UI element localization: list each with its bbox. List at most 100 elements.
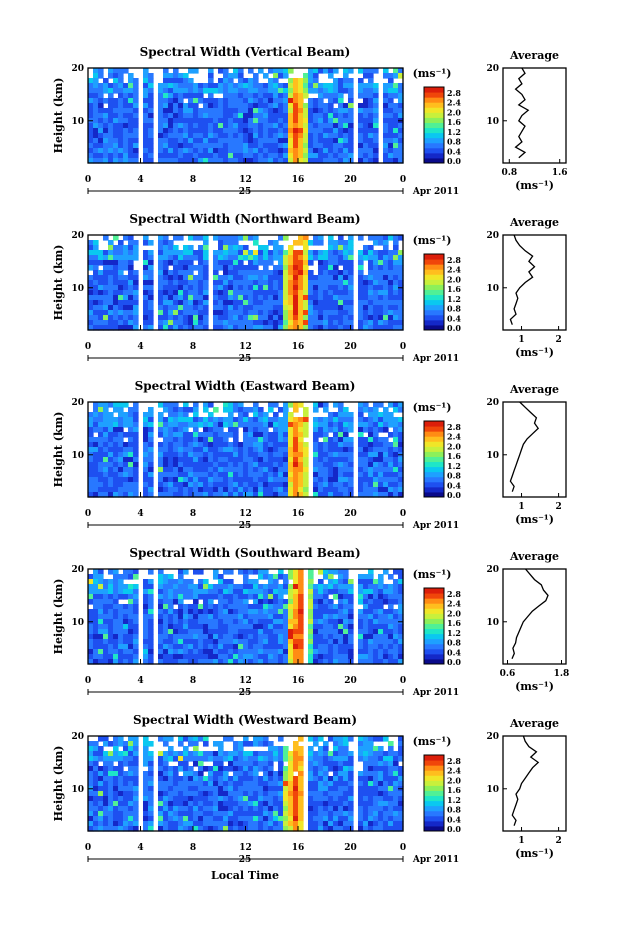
heatmap-cell — [218, 275, 224, 281]
heatmap-cell — [193, 68, 199, 74]
heatmap-cell — [253, 305, 259, 311]
colorbar: 2.82.42.01.61.20.80.40.0 — [423, 86, 461, 166]
heatmap-cell — [158, 771, 164, 777]
heatmap-cell — [133, 659, 139, 665]
heatmap-cell — [243, 736, 249, 742]
heatmap-cell — [258, 487, 264, 493]
heatmap-cell — [108, 811, 114, 817]
heatmap-cell — [98, 427, 104, 433]
heatmap-cell — [108, 766, 114, 772]
heatmap-cell — [143, 644, 149, 650]
heatmap-cell — [388, 624, 394, 630]
heatmap-cell — [393, 235, 399, 241]
heatmap-cell — [238, 569, 244, 575]
heatmap-cell — [323, 569, 329, 575]
heatmap-cell — [313, 624, 319, 630]
heatmap-cell — [98, 320, 104, 326]
heatmap-cell — [113, 128, 119, 134]
heatmap-cell — [168, 609, 174, 615]
heatmap-cell — [338, 412, 344, 418]
heatmap-cell — [248, 771, 254, 777]
heatmap-cell — [303, 245, 309, 251]
x-tick-label: 20 — [344, 342, 357, 352]
heatmap-cell — [238, 801, 244, 807]
heatmap-cell — [108, 761, 114, 767]
heatmap-cell — [148, 801, 154, 807]
heatmap-cell — [358, 422, 364, 428]
heatmap-cell — [158, 245, 164, 251]
heatmap-cell — [143, 609, 149, 615]
heatmap-cell — [163, 295, 169, 301]
heatmap-cell — [303, 432, 309, 438]
heatmap-cell — [233, 240, 239, 246]
heatmap-cell — [373, 609, 379, 615]
heatmap-cell — [388, 467, 394, 473]
heatmap-cell — [88, 599, 94, 605]
heatmap-cell — [103, 761, 109, 767]
heatmap-cell — [278, 280, 284, 286]
heatmap-cell — [393, 422, 399, 428]
heatmap-cell — [343, 639, 349, 645]
heatmap-cell — [213, 574, 219, 580]
heatmap-cell — [228, 143, 234, 149]
heatmap-cell — [248, 113, 254, 119]
heatmap-cell — [128, 452, 134, 458]
heatmap-cell — [278, 599, 284, 605]
heatmap-cell — [223, 609, 229, 615]
heatmap-cell — [268, 584, 274, 590]
heatmap-cell — [183, 73, 189, 79]
heatmap-cell — [283, 599, 289, 605]
heatmap-cell — [188, 290, 194, 296]
heatmap-cell — [383, 417, 389, 423]
heatmap-cell — [213, 265, 219, 271]
heatmap-cell — [158, 634, 164, 640]
heatmap-cell — [373, 128, 379, 134]
heatmap-cell — [148, 816, 154, 822]
heatmap-cell — [108, 609, 114, 615]
y-tick-label: 10 — [71, 117, 84, 127]
heatmap-cell — [168, 746, 174, 752]
heatmap-cell — [238, 103, 244, 109]
heatmap-cell — [208, 442, 214, 448]
heatmap-cell — [158, 153, 164, 159]
heatmap-cell — [248, 614, 254, 620]
heatmap-cell — [123, 821, 129, 827]
heatmap-cell — [223, 589, 229, 595]
heatmap-cell — [208, 462, 214, 468]
heatmap-cell — [253, 290, 259, 296]
heatmap-cell — [98, 295, 104, 301]
heatmap-cell — [208, 138, 214, 144]
heatmap-cell — [88, 649, 94, 655]
heatmap-cell — [298, 83, 304, 89]
heatmap-cell — [133, 816, 139, 822]
heatmap-cell — [298, 482, 304, 488]
heatmap-cell — [368, 457, 374, 463]
heatmap-cell — [303, 148, 309, 154]
heatmap-cell — [388, 447, 394, 453]
heatmap-cell — [233, 153, 239, 159]
heatmap-cell — [323, 158, 329, 164]
heatmap-cell — [358, 407, 364, 413]
heatmap-cell — [328, 639, 334, 645]
heatmap-cell — [233, 756, 239, 762]
heatmap-cell — [263, 265, 269, 271]
heatmap-cell — [213, 452, 219, 458]
heatmap-cell — [318, 427, 324, 433]
heatmap-cell — [288, 417, 294, 423]
heatmap-cell — [198, 133, 204, 139]
heatmap-cell — [113, 255, 119, 261]
heatmap-cell — [238, 295, 244, 301]
heatmap-cell — [98, 599, 104, 605]
heatmap-cell — [123, 68, 129, 74]
heatmap-cell — [233, 781, 239, 787]
heatmap-cell — [233, 143, 239, 149]
heatmap-cell — [318, 280, 324, 286]
x-tick-label: 8 — [190, 509, 196, 519]
heatmap-cell — [173, 245, 179, 251]
heatmap-cell — [218, 589, 224, 595]
heatmap-cell — [308, 153, 314, 159]
heatmap-cell — [348, 447, 354, 453]
heatmap-cell — [108, 148, 114, 154]
heatmap-cell — [143, 629, 149, 635]
heatmap-cell — [313, 128, 319, 134]
